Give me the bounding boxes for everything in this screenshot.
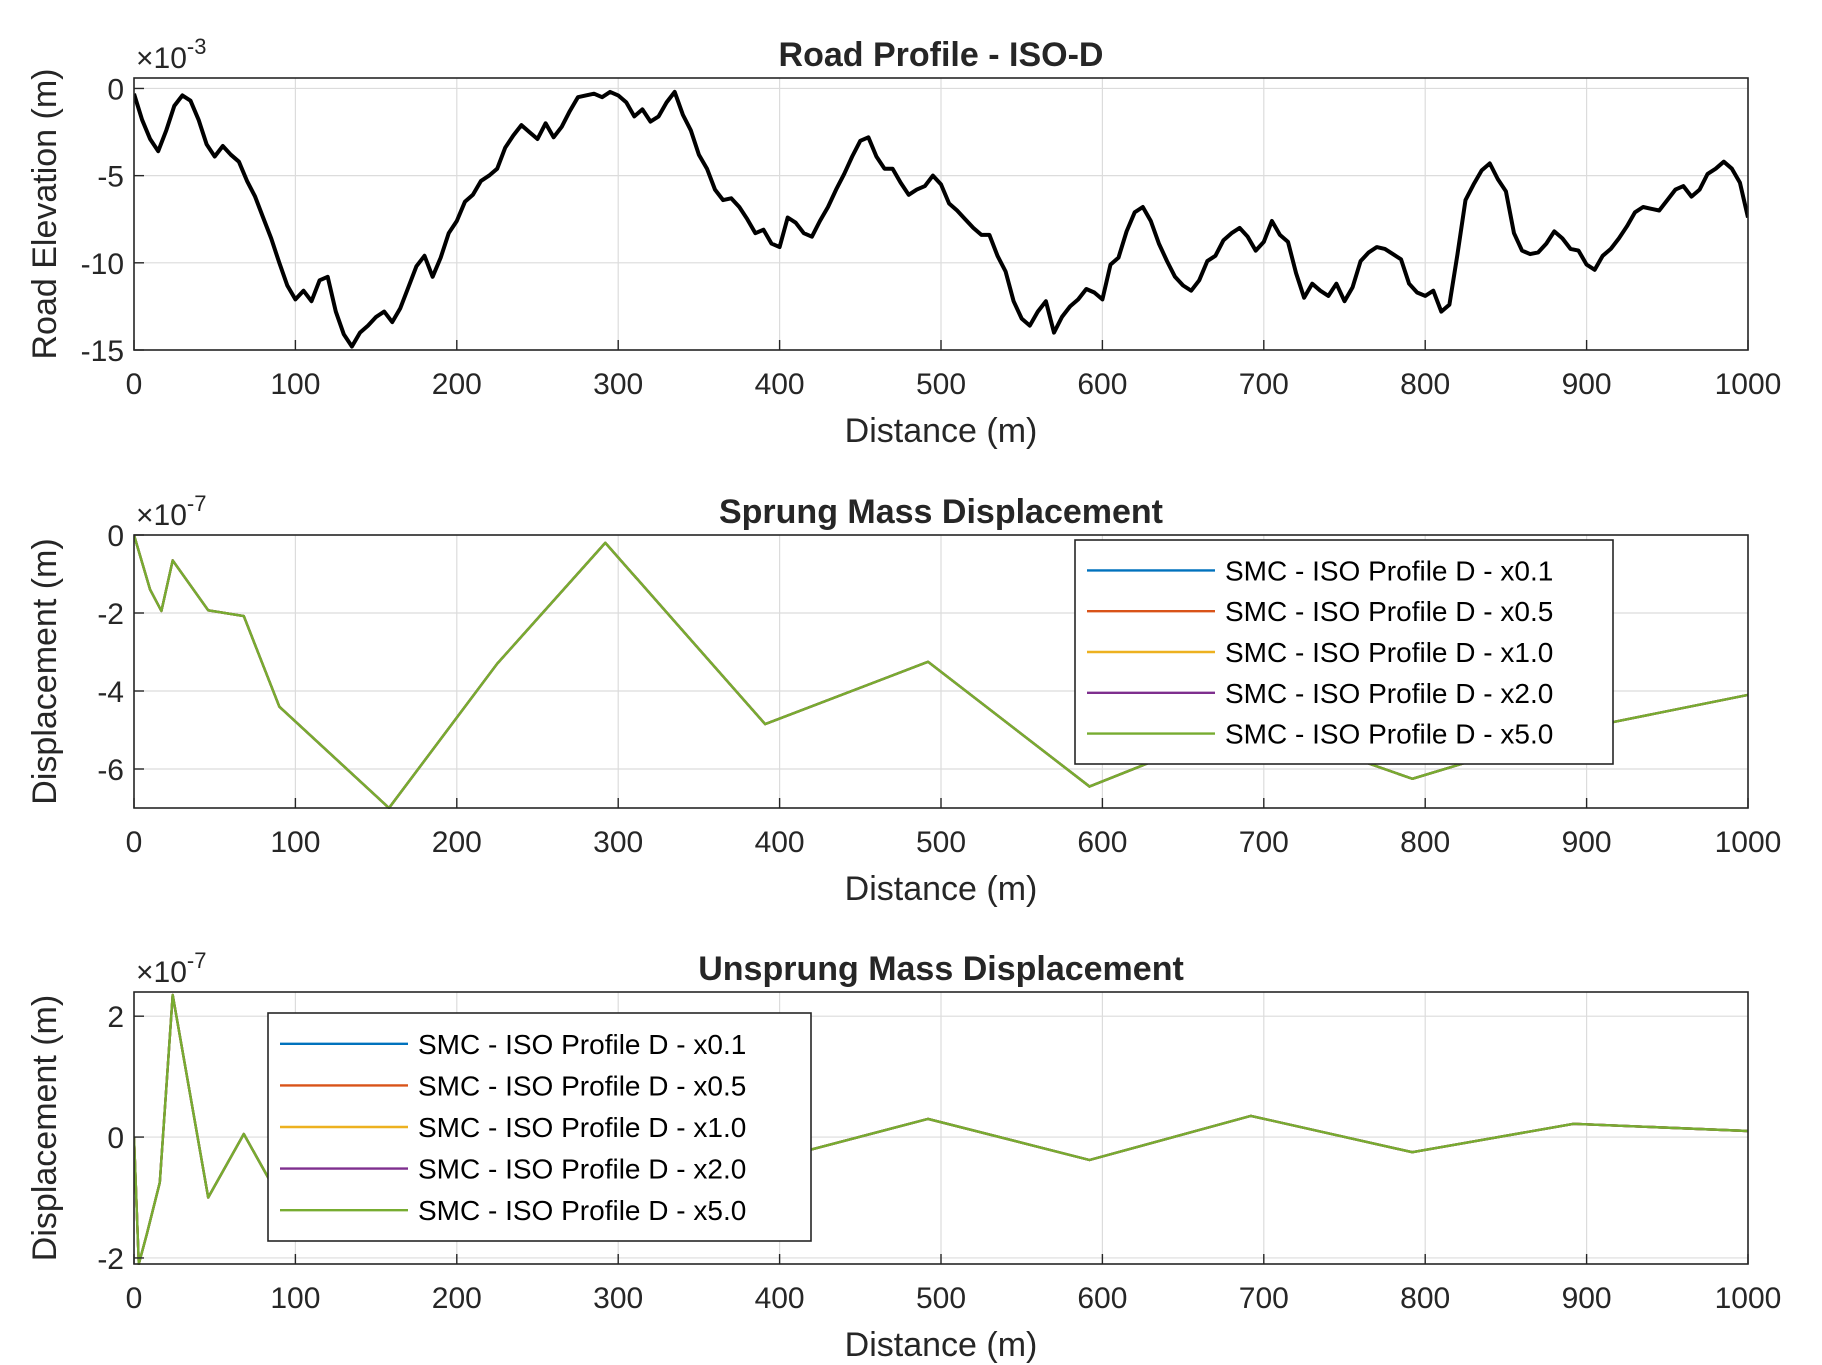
y-tick-label: -10: [81, 248, 124, 281]
x-tick-label: 400: [755, 1282, 805, 1315]
x-tick-label: 800: [1400, 368, 1450, 401]
legend-label: SMC - ISO Profile D - x5.0: [1225, 719, 1553, 750]
y-axis-label: Displacement (m): [26, 538, 64, 804]
y-axis-label: Road Elevation (m): [26, 68, 64, 359]
x-tick-label: 900: [1562, 1282, 1612, 1315]
legend-label: SMC - ISO Profile D - x0.5: [1225, 596, 1553, 627]
exponent: -7: [187, 491, 207, 516]
x-axis-label: Distance (m): [845, 870, 1038, 908]
legend-label: SMC - ISO Profile D - x2.0: [418, 1154, 746, 1185]
x-tick-label: 100: [270, 368, 320, 401]
series-line-1: [134, 89, 1748, 349]
legend-label: SMC - ISO Profile D - x1.0: [1225, 637, 1553, 668]
y-tick-label: -2: [97, 1243, 124, 1276]
y-exponent-label: ×10-3: [136, 34, 206, 75]
y-exponent-label: ×10-7: [136, 491, 206, 532]
y-ticks: 0 -5 -10 -15: [81, 73, 144, 368]
subplot-2: 0 100 200 300 400 500 600 700 800 900 1000 0 -2 -4 -6 ×…: [26, 491, 1781, 908]
legend: SMC - ISO Profile D - x0.1 SMC - ISO Prof…: [267, 1012, 812, 1242]
y-tick-label: 0: [107, 520, 124, 553]
x-tick-label: 1000: [1715, 368, 1782, 401]
x-tick-label: 100: [270, 826, 320, 859]
x-tick-label: 700: [1239, 368, 1289, 401]
x-tick-label: 400: [755, 368, 805, 401]
x-tick-label: 500: [916, 826, 966, 859]
multiplier: ×10: [136, 956, 187, 989]
chart-title: Unsprung Mass Displacement: [698, 950, 1184, 988]
x-axis-label: Distance (m): [845, 412, 1038, 450]
legend-item: SMC - ISO Profile D - x1.0: [1087, 637, 1553, 668]
legend-item: SMC - ISO Profile D - x5.0: [1087, 719, 1553, 750]
x-tick-label: 100: [270, 1282, 320, 1315]
legend-item: SMC - ISO Profile D - x0.5: [280, 1070, 746, 1101]
x-tick-label: 900: [1562, 368, 1612, 401]
x-tick-label: 200: [432, 368, 482, 401]
legend-label: SMC - ISO Profile D - x0.1: [418, 1029, 746, 1060]
legend-item: SMC - ISO Profile D - x0.1: [1087, 555, 1553, 586]
y-tick-label: 2: [107, 1001, 124, 1034]
y-tick-label: -6: [97, 754, 124, 787]
series-group: [134, 89, 1748, 349]
multiplier: ×10: [136, 42, 187, 75]
y-ticks: 2 0 -2: [97, 1001, 144, 1276]
x-tick-label: 800: [1400, 826, 1450, 859]
chart-title: Sprung Mass Displacement: [719, 493, 1163, 531]
legend-item: SMC - ISO Profile D - x0.5: [1087, 596, 1553, 627]
y-tick-label: -5: [97, 161, 124, 194]
x-tick-label: 300: [593, 826, 643, 859]
x-tick-label: 500: [916, 368, 966, 401]
exponent: -3: [187, 34, 207, 59]
exponent: -7: [187, 948, 207, 973]
legend-label: SMC - ISO Profile D - x5.0: [418, 1195, 746, 1226]
x-tick-label: 500: [916, 1282, 966, 1315]
legend-item: SMC - ISO Profile D - x0.1: [280, 1029, 746, 1060]
legend-label: SMC - ISO Profile D - x1.0: [418, 1112, 746, 1143]
x-tick-label: 900: [1562, 826, 1612, 859]
legend: SMC - ISO Profile D - x0.1 SMC - ISO Prof…: [1074, 539, 1614, 765]
x-tick-label: 0: [126, 826, 143, 859]
x-tick-label: 300: [593, 368, 643, 401]
y-tick-label: -2: [97, 598, 124, 631]
x-ticks: 0 100 200 300 400 500 600 700 800 900 1000: [126, 340, 1782, 401]
legend-label: SMC - ISO Profile D - x2.0: [1225, 678, 1553, 709]
legend-item: SMC - ISO Profile D - x2.0: [280, 1154, 746, 1185]
x-tick-label: 600: [1077, 826, 1127, 859]
x-tick-label: 800: [1400, 1282, 1450, 1315]
x-tick-label: 600: [1077, 368, 1127, 401]
subplot-3: 0 100 200 300 400 500 600 700 800 900 100020-2×10-…: [26, 948, 1781, 1364]
legend-item: SMC - ISO Profile D - x5.0: [280, 1195, 746, 1226]
y-tick-label: -4: [97, 676, 124, 709]
x-ticks: 0 100 200 300 400 500 600 700 800 900 1000: [126, 1254, 1782, 1315]
legend-item: SMC - ISO Profile D - x2.0: [1087, 678, 1553, 709]
legend-label: SMC - ISO Profile D - x0.1: [1225, 555, 1553, 586]
x-tick-label: 1000: [1715, 826, 1782, 859]
legend-item: SMC - ISO Profile D - x1.0: [280, 1112, 746, 1143]
x-ticks: 0 100 200 300 400 500 600 700 800 900 1000: [126, 798, 1782, 859]
x-tick-label: 400: [755, 826, 805, 859]
chart-title: Road Profile - ISO-D: [779, 36, 1104, 74]
subplot-1: 0 100 200 300 400 500 600 700 800 900 1000 0 -5 -10 -1…: [26, 34, 1781, 450]
x-axis-label: Distance (m): [845, 1326, 1038, 1364]
x-tick-label: 200: [432, 1282, 482, 1315]
x-tick-label: 200: [432, 826, 482, 859]
y-exponent-label: ×10-7: [136, 948, 206, 989]
y-axis-label: Displacement (m): [26, 995, 64, 1261]
y-ticks: 0 -2 -4 -6: [97, 520, 144, 787]
multiplier: ×10: [136, 499, 187, 532]
y-tick-label: 0: [107, 73, 124, 106]
legend-label: SMC - ISO Profile D - x0.5: [418, 1070, 746, 1101]
y-tick-label: 0: [107, 1122, 124, 1155]
x-tick-label: 600: [1077, 1282, 1127, 1315]
x-tick-label: 0: [126, 1282, 143, 1315]
x-tick-label: 700: [1239, 1282, 1289, 1315]
x-tick-label: 1000: [1715, 1282, 1782, 1315]
x-tick-label: 300: [593, 1282, 643, 1315]
x-tick-label: 700: [1239, 826, 1289, 859]
y-tick-label: -15: [81, 335, 124, 368]
x-tick-label: 0: [126, 368, 143, 401]
